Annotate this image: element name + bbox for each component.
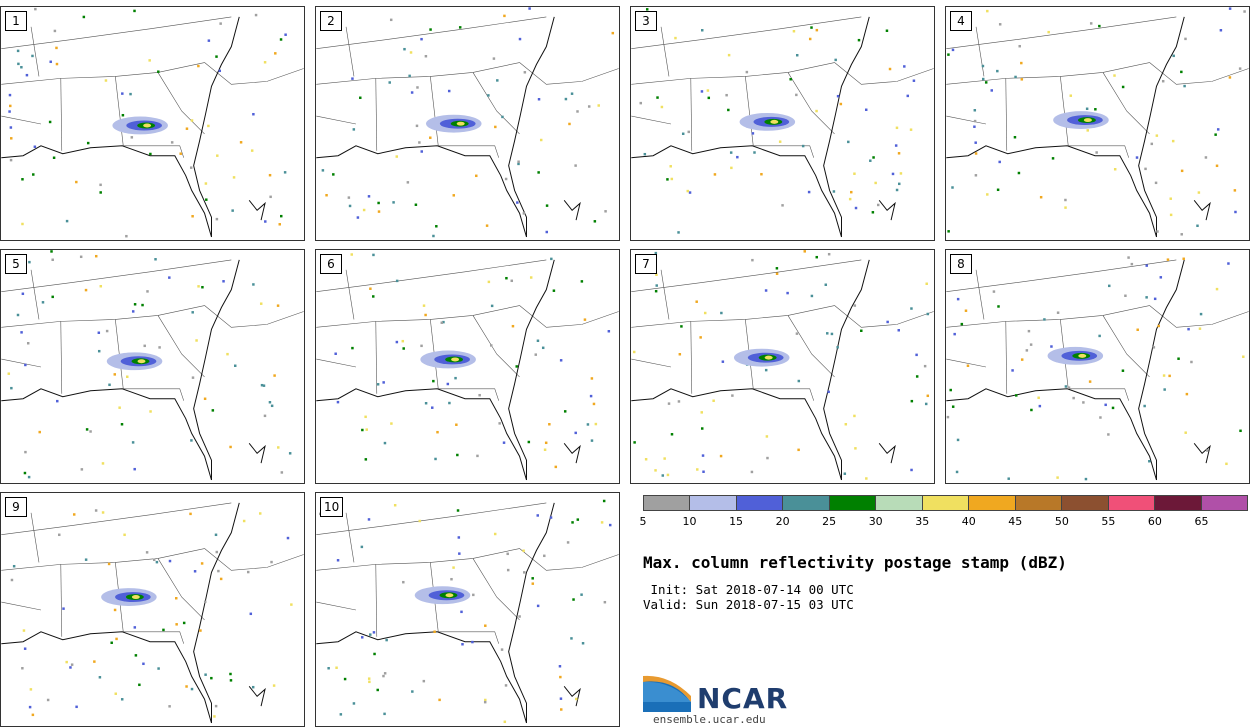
map-panel-3: 3 xyxy=(630,6,935,241)
plot-title: Max. column reflectivity postage stamp (… xyxy=(643,553,1067,572)
panel-number: 9 xyxy=(5,497,27,517)
ncar-logo-icon xyxy=(643,675,691,712)
panel-number: 1 xyxy=(5,11,27,31)
map-panel-1: 1 xyxy=(0,6,305,241)
colorbar-segment xyxy=(876,496,923,510)
ncar-logo-text: NCAR xyxy=(697,682,789,715)
reflectivity-map xyxy=(316,7,619,238)
map-panel-10: 10 xyxy=(315,492,620,727)
colorbar-segment xyxy=(1015,496,1063,510)
reflectivity-map xyxy=(1,250,304,481)
colorbar-tick-label: 35 xyxy=(915,515,930,528)
colorbar-segment xyxy=(690,496,737,510)
reflectivity-map xyxy=(1,502,304,724)
colorbar-tick-label: 30 xyxy=(868,515,883,528)
panel-number: 3 xyxy=(635,11,657,31)
panel-number: 7 xyxy=(635,254,657,274)
colorbar-segment xyxy=(644,496,691,510)
colorbar-segment xyxy=(783,496,830,510)
map-panel-6: 6 xyxy=(315,249,620,484)
colorbar-ticks: 5 10 15 20 25 30 35 40 45 50 55 60 65 xyxy=(639,515,1248,529)
panel-number: 8 xyxy=(950,254,972,274)
colorbar-tick-label: 55 xyxy=(1101,515,1116,528)
colorbar-tick-label: 25 xyxy=(822,515,837,528)
map-panel-8: 8 xyxy=(945,249,1250,484)
colorbar-tick-label: 15 xyxy=(729,515,744,528)
panel-number: 2 xyxy=(320,11,342,31)
reflectivity-map xyxy=(316,499,619,724)
colorbar-tick-label: 60 xyxy=(1147,515,1162,528)
panel-number: 4 xyxy=(950,11,972,31)
map-panel-9: 9 xyxy=(0,492,305,727)
map-panel-2: 2 xyxy=(315,6,620,241)
colorbar-segment xyxy=(1062,496,1109,510)
init-time: Init: Sat 2018-07-14 00 UTC xyxy=(643,582,854,597)
reflectivity-map xyxy=(946,256,1249,481)
reflectivity-map xyxy=(631,250,934,481)
reflectivity-map xyxy=(1,7,304,238)
valid-time: Valid: Sun 2018-07-15 03 UTC xyxy=(643,597,854,612)
colorbar-segment xyxy=(1201,496,1248,510)
panel-number: 10 xyxy=(320,497,344,517)
colorbar-segment xyxy=(969,496,1016,510)
colorbar-tick-label: 65 xyxy=(1194,515,1209,528)
colorbar-segment xyxy=(1108,496,1156,510)
colorbar-tick-label: 40 xyxy=(961,515,976,528)
colorbar-tick-label: 10 xyxy=(682,515,697,528)
colorbar-tick-label: 20 xyxy=(775,515,790,528)
reflectivity-map xyxy=(631,8,934,238)
panel-number: 6 xyxy=(320,254,342,274)
colorbar-segment xyxy=(1155,496,1202,510)
panel-number: 5 xyxy=(5,254,27,274)
map-panel-4: 4 xyxy=(945,6,1250,241)
colorbar-tick-label: 45 xyxy=(1008,515,1023,528)
reflectivity-map xyxy=(946,7,1249,238)
reflectivity-map xyxy=(316,253,619,481)
colorbar-segment xyxy=(829,496,877,510)
map-panel-7: 7 xyxy=(630,249,935,484)
colorbar-tick-label: 50 xyxy=(1054,515,1069,528)
map-panel-5: 5 xyxy=(0,249,305,484)
colorbar-tick-label: 5 xyxy=(639,515,647,528)
colorbar-segment xyxy=(922,496,970,510)
site-url: ensemble.ucar.edu xyxy=(653,713,766,726)
reflectivity-colorbar xyxy=(643,495,1248,511)
colorbar-segment xyxy=(736,496,784,510)
